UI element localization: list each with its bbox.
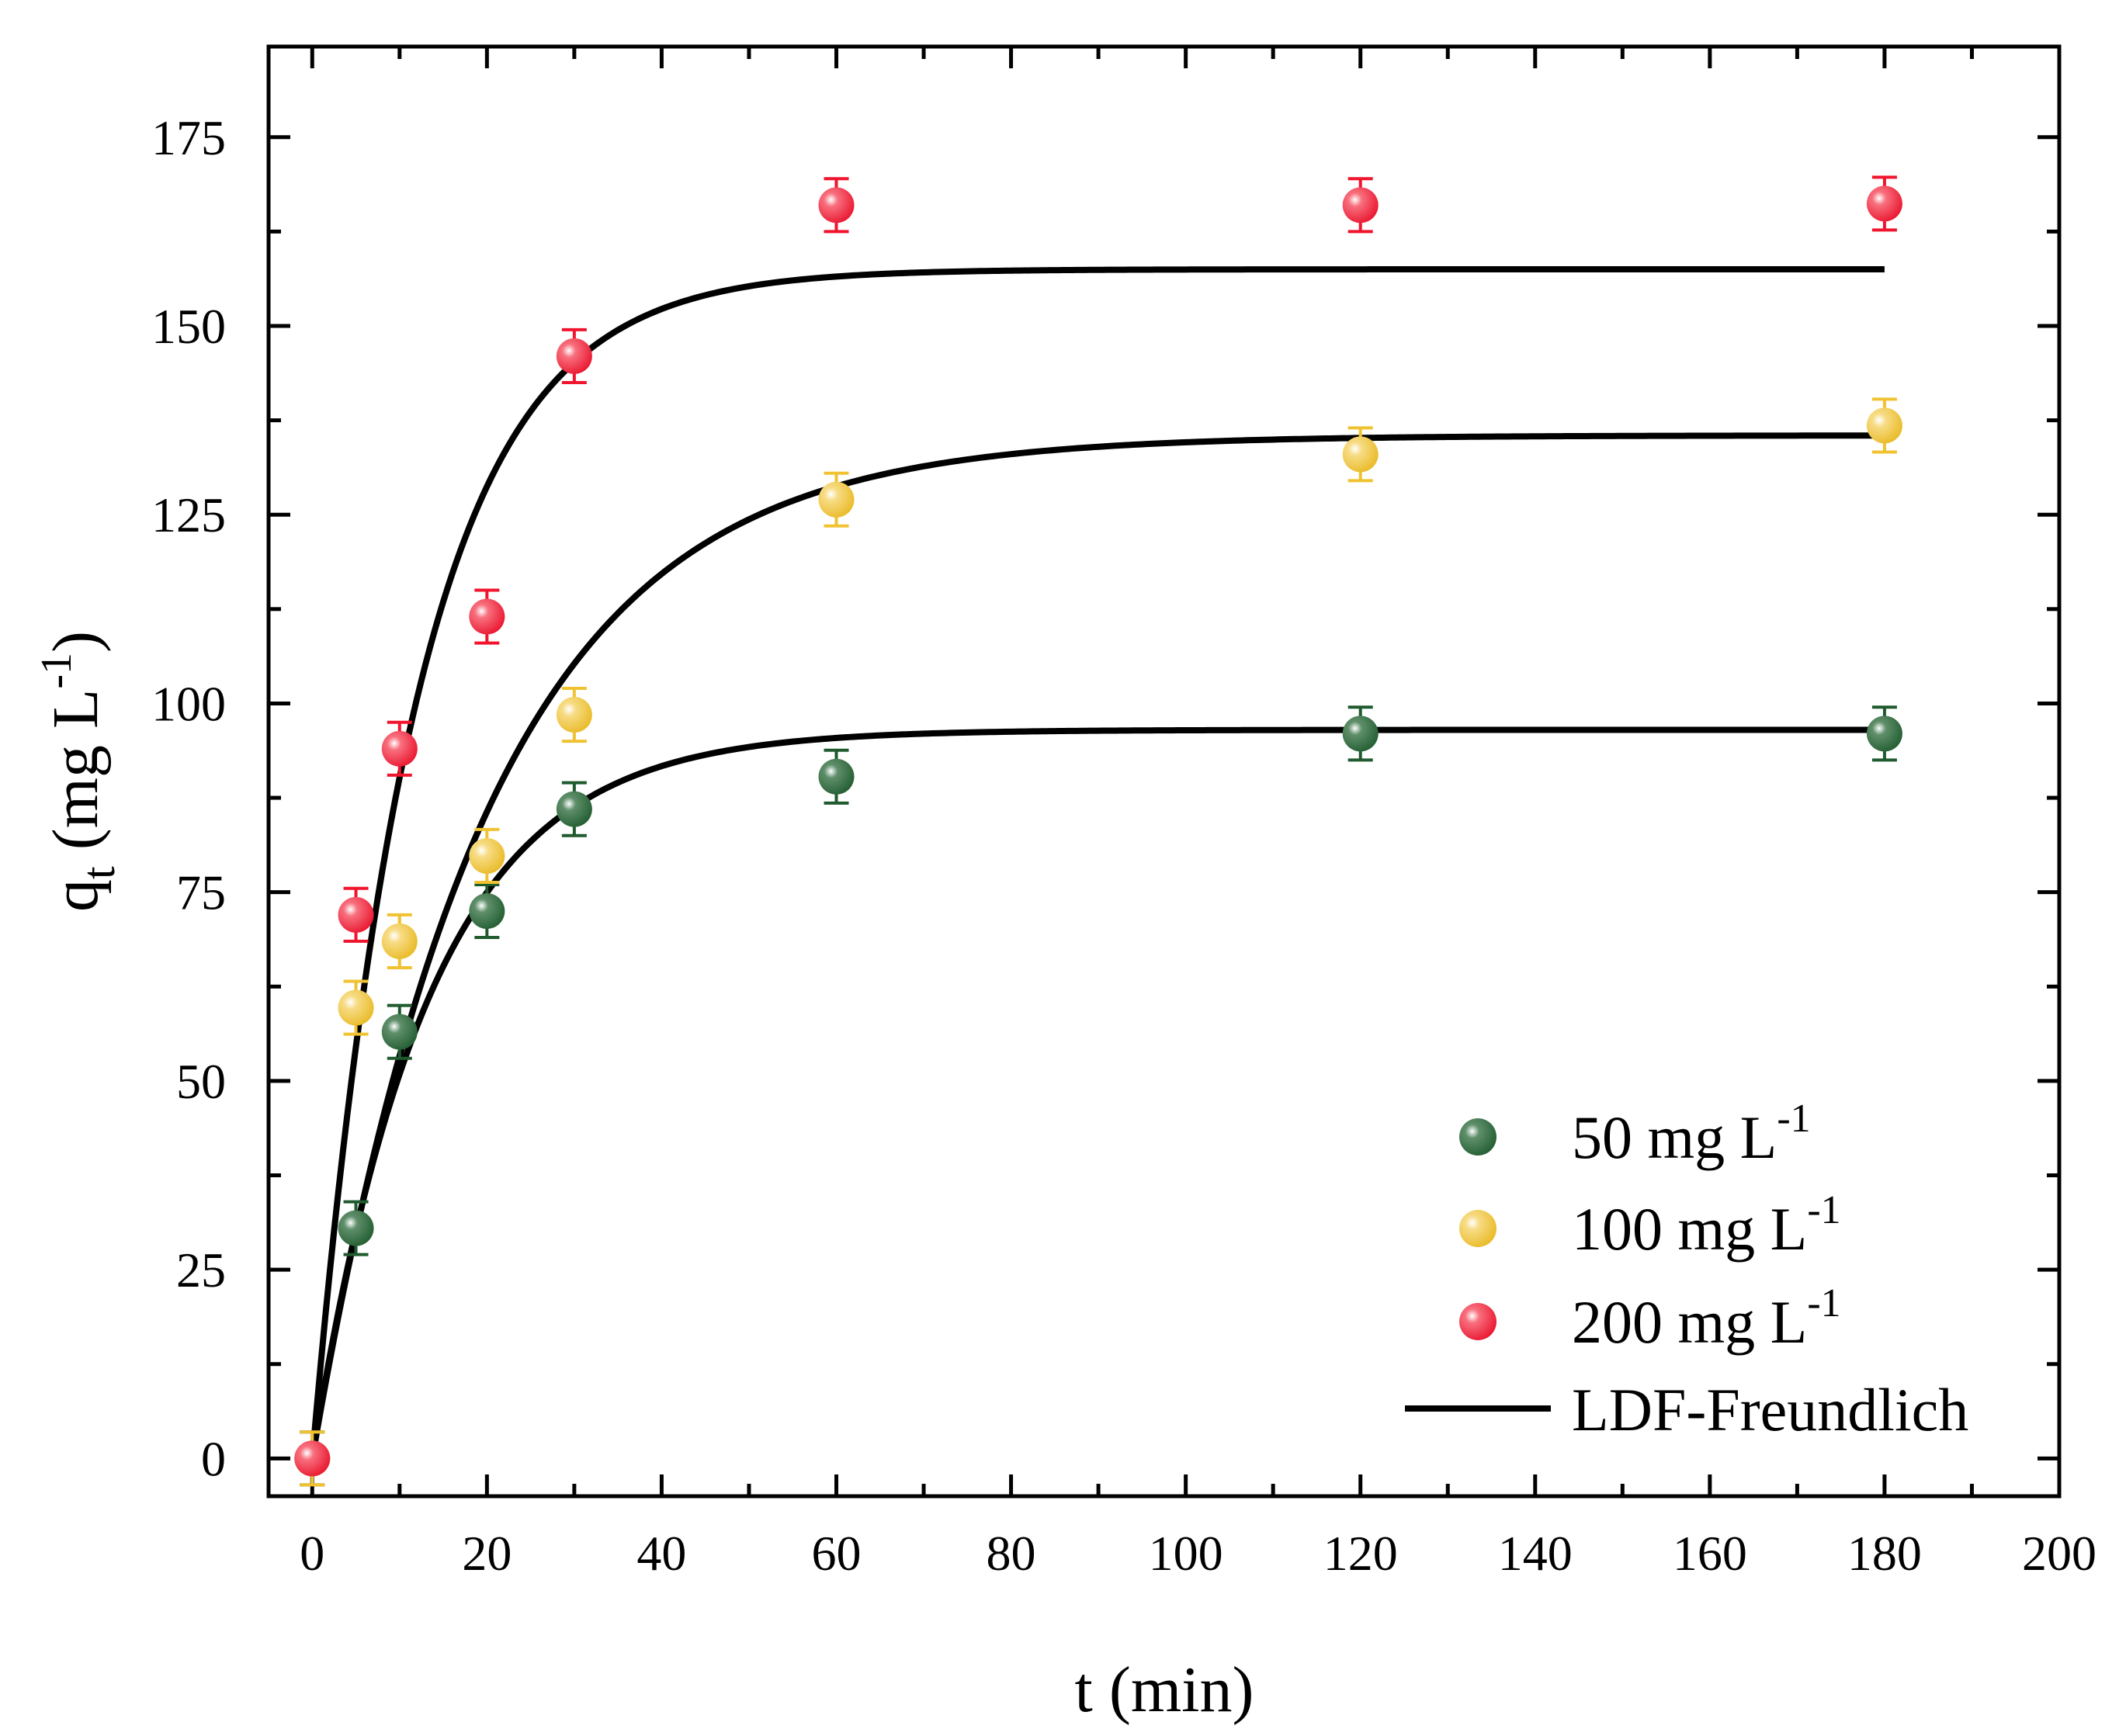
x-tick-label: 0: [300, 1526, 324, 1581]
axes-layer: 0 20 40 60 80 100 120 140 160 180 200 0 25 50 75 100 125…: [151, 47, 2097, 1581]
x-tick-label: 200: [2022, 1526, 2097, 1581]
x-tick-label: 100: [1149, 1526, 1223, 1581]
x-tick-label: 40: [636, 1526, 686, 1581]
data-point-1-1: [338, 989, 374, 1026]
data-point-1-7: [1866, 407, 1902, 444]
y-tick-label: 175: [151, 110, 226, 165]
legend-label-200: 200 mg L-1: [1572, 1281, 1841, 1356]
data-point-0-6: [1342, 716, 1379, 752]
legend-marker-100: [1459, 1210, 1497, 1247]
data-point-0-5: [818, 758, 855, 795]
y-tick-label: 0: [201, 1431, 226, 1486]
legend-label-50: 50 mg L-1: [1572, 1097, 1811, 1171]
x-tick-label: 180: [1847, 1526, 1922, 1581]
y-axis-title: qt (mg L-1): [33, 631, 124, 912]
data-point-1-5: [818, 481, 855, 518]
data-points-layer: [294, 175, 1902, 1487]
data-point-1-6: [1342, 436, 1379, 473]
data-point-0-7: [1866, 716, 1902, 752]
y-tick-label: 150: [151, 299, 226, 354]
legend-marker-200: [1459, 1303, 1497, 1340]
data-point-0-2: [381, 1014, 418, 1050]
data-point-1-3: [469, 837, 505, 874]
y-tick-label: 100: [151, 676, 226, 731]
x-tick-label: 120: [1323, 1526, 1398, 1581]
legend-label-fit: LDF-Freundlich: [1572, 1376, 1968, 1443]
data-point-2-1: [338, 896, 374, 933]
fit-curves-layer: [309, 266, 1885, 1460]
data-point-2-6: [1342, 187, 1379, 223]
data-point-2-0: [294, 1440, 331, 1477]
x-tick-label: 140: [1498, 1526, 1573, 1581]
x-tick-label: 160: [1673, 1526, 1747, 1581]
x-tick-label: 80: [987, 1526, 1036, 1581]
x-axis-title: t (min): [1075, 1654, 1254, 1726]
x-tick-label: 60: [811, 1526, 861, 1581]
legend-marker-50: [1459, 1118, 1497, 1156]
data-point-2-3: [469, 598, 505, 635]
legend: 50 mg L-1 100 mg L-1 200 mg L-1 LDF-Freu…: [1405, 1097, 1968, 1443]
fit-curve-1: [309, 432, 1885, 1460]
legend-label-100: 100 mg L-1: [1572, 1188, 1841, 1263]
data-point-2-4: [556, 338, 592, 374]
x-tick-label: 20: [462, 1526, 512, 1581]
data-point-2-7: [1866, 185, 1902, 222]
data-point-2-2: [381, 730, 418, 767]
y-tick-label: 75: [176, 865, 226, 920]
plot-frame: [266, 44, 2062, 1499]
data-point-2-5: [818, 187, 855, 223]
data-point-0-4: [556, 791, 592, 827]
data-point-0-3: [469, 892, 505, 929]
y-tick-label: 50: [176, 1054, 226, 1109]
data-point-1-4: [556, 697, 592, 733]
data-point-1-2: [381, 923, 418, 959]
y-tick-label: 125: [151, 487, 226, 542]
y-tick-label: 25: [176, 1242, 226, 1298]
data-point-0-1: [338, 1210, 374, 1246]
